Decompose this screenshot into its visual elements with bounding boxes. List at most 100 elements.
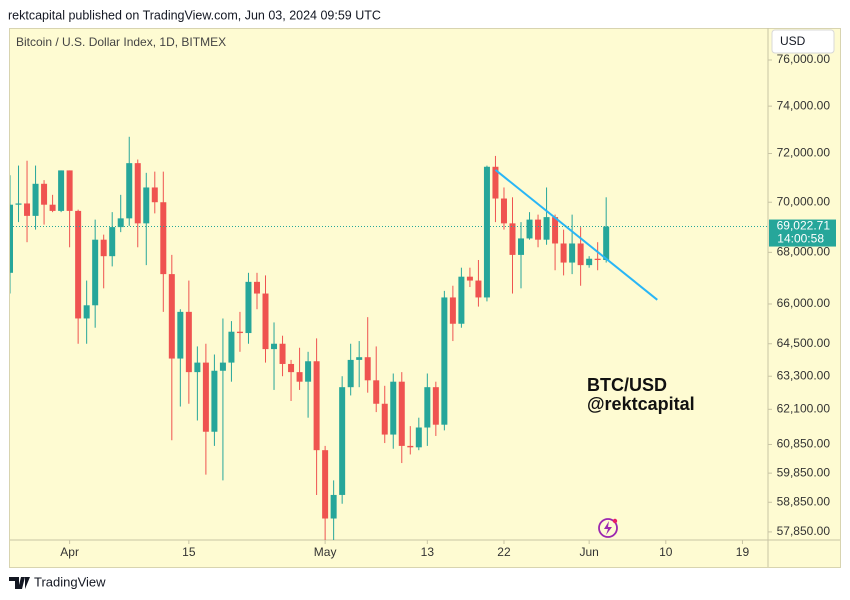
candle-body [594, 258, 601, 261]
candle-body [415, 427, 422, 448]
last-price-label: 69,022.71 [777, 219, 831, 233]
chart-frame [9, 28, 841, 568]
annotation: BTC/USD [587, 375, 667, 395]
candle-body [483, 166, 490, 298]
x-tick-label: May [314, 545, 337, 559]
candle-body [305, 361, 312, 382]
replay-icon[interactable] [598, 518, 618, 538]
candle-body [211, 370, 218, 432]
candle-body [262, 293, 269, 350]
candle-body [569, 243, 576, 263]
candle-body [390, 381, 397, 435]
footer-brand: TradingView [34, 574, 106, 589]
candle-body [535, 219, 542, 240]
candle-body [92, 239, 99, 306]
candle-body [160, 202, 167, 275]
candle-body [560, 243, 567, 263]
last-price-box [769, 219, 836, 247]
y-tick-label: 60,850.00 [777, 437, 831, 451]
candle-body [271, 343, 278, 350]
candle-body [126, 163, 133, 219]
candle-body [449, 297, 456, 324]
candle-body [228, 331, 235, 363]
y-tick-label: 58,850.00 [777, 494, 831, 508]
currency-box[interactable] [771, 29, 835, 54]
candle-body [177, 311, 184, 359]
candle-body [407, 445, 414, 448]
candle-body [24, 203, 31, 216]
candle-body [424, 387, 431, 428]
candle-body [288, 363, 295, 373]
y-tick-label: 72,000.00 [777, 146, 831, 160]
candle-body [10, 204, 13, 273]
candle-body [381, 403, 388, 435]
candle-body [466, 276, 473, 281]
candle-body [509, 223, 516, 255]
footer-logo: TradingView [9, 574, 106, 589]
y-tick-label: 64,500.00 [777, 336, 831, 350]
candle-body [322, 450, 329, 519]
axes: 57,850.00 58,850.00 59,850.00 60,850.00 62,1… [10, 52, 836, 559]
x-tick-label: 22 [497, 545, 511, 559]
candle-body [313, 361, 320, 451]
candle-body [58, 170, 65, 211]
candle-body [41, 183, 48, 205]
candle-body [603, 226, 610, 261]
candle-body [194, 362, 201, 373]
candle-body [441, 297, 448, 425]
candle-body [475, 280, 482, 298]
candle-body [100, 239, 107, 257]
y-tick-label: 59,850.00 [777, 465, 831, 479]
candle-body [347, 359, 354, 388]
y-tick-label: 63,300.00 [777, 368, 831, 382]
y-tick-label: 74,000.00 [777, 98, 831, 112]
candle-body [330, 494, 337, 519]
y-tick-label: 66,000.00 [777, 296, 831, 310]
candle-body [66, 170, 73, 211]
y-tick-label: 76,000.00 [777, 52, 831, 66]
candle-body [117, 218, 124, 228]
candle-body [151, 187, 158, 203]
candle-body [75, 210, 82, 319]
candle-body [526, 219, 533, 239]
trendline [494, 169, 658, 301]
y-tick-label: 68,000.00 [777, 245, 831, 259]
candle-body [168, 274, 175, 359]
candle-body [109, 227, 116, 257]
candle-body [432, 387, 439, 425]
x-tick-label: 19 [736, 545, 750, 559]
icon-bolt[interactable] [604, 521, 612, 535]
candle-body [296, 372, 303, 382]
candle-body [219, 362, 226, 371]
logo-mark [9, 577, 30, 589]
x-tick-label: 15 [182, 545, 196, 559]
header-title: rektcapital published on TradingView.com… [8, 8, 381, 22]
candle-body [32, 183, 39, 216]
candle-body [202, 362, 209, 432]
candle-body [577, 243, 584, 266]
candle-body [49, 204, 56, 211]
candle-body [543, 217, 550, 240]
chart-title: Bitcoin / U.S. Dollar Index, 1D, BITMEX [16, 35, 226, 49]
candle-body [236, 331, 243, 334]
candle-body [245, 281, 252, 334]
candle-body [143, 187, 150, 224]
currency-label[interactable]: USD [780, 34, 806, 48]
candle-body [185, 311, 192, 373]
icon-dot[interactable] [612, 518, 618, 524]
candle-body [356, 357, 363, 360]
candle-body [279, 343, 286, 364]
candle-body [373, 380, 380, 404]
icon-ring[interactable] [598, 518, 618, 538]
y-tick-label: 62,100.00 [777, 401, 831, 415]
annotation: @rektcapital [587, 394, 695, 414]
candle-body [586, 258, 593, 266]
candle-body [518, 238, 525, 255]
candle-body [552, 217, 559, 244]
candle-body [15, 203, 22, 205]
x-tick-label: 10 [659, 545, 673, 559]
candle-body [253, 281, 260, 294]
y-tick-label: 57,850.00 [777, 524, 831, 538]
